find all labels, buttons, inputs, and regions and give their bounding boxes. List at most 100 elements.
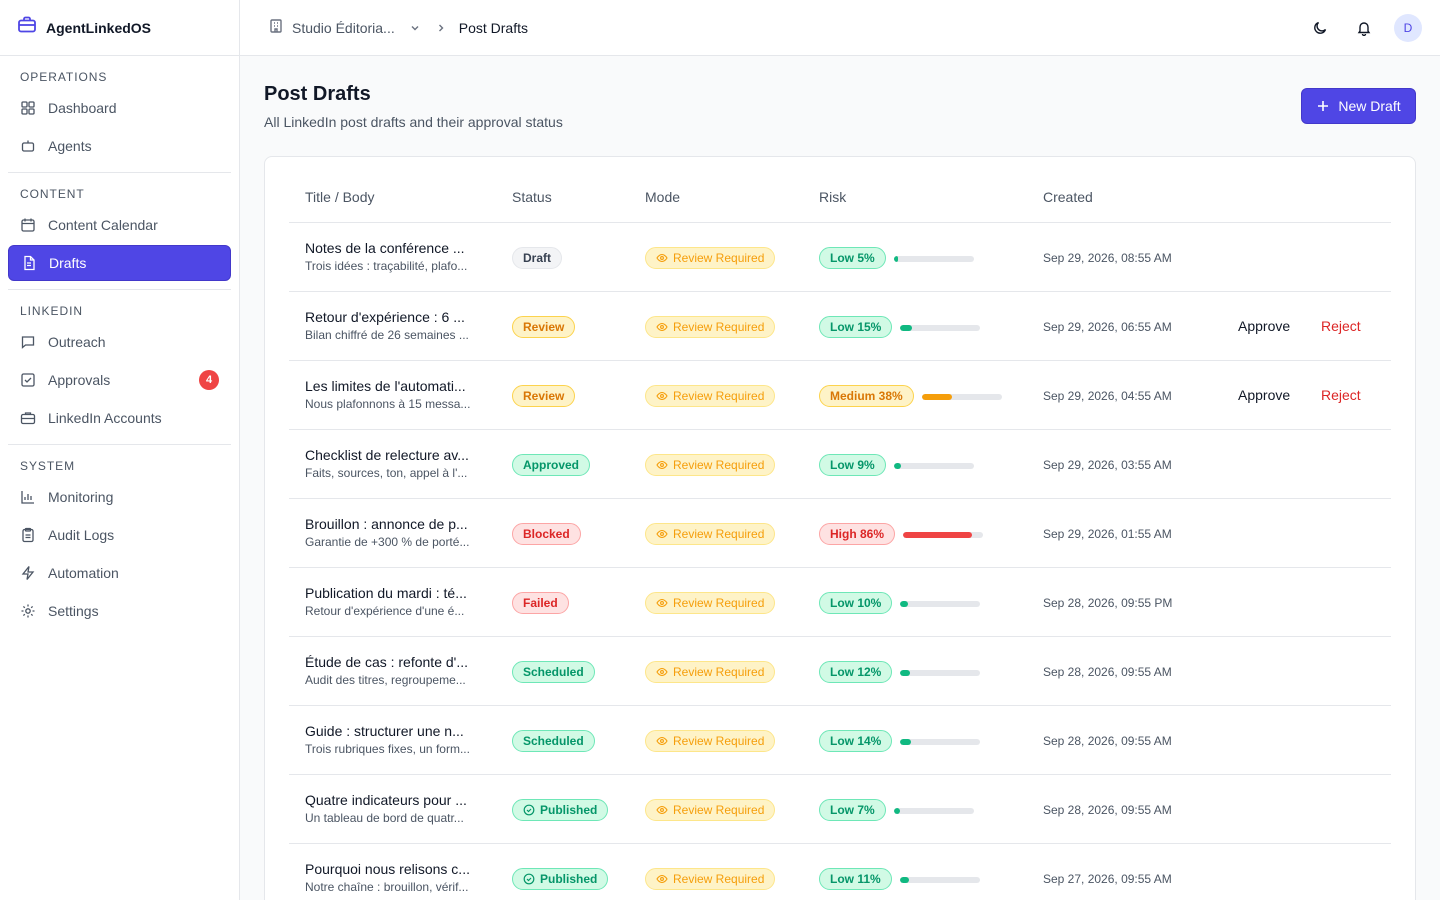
- draft-title-cell[interactable]: Publication du mardi : té... Retour d'ex…: [305, 585, 485, 618]
- draft-body-preview: Retour d'expérience d'une é...: [305, 604, 465, 618]
- sidebar-item-audit-logs[interactable]: Audit Logs: [8, 517, 231, 553]
- risk-meter: [900, 739, 980, 745]
- sidebar-item-settings[interactable]: Settings: [8, 593, 231, 629]
- status-label: Review: [523, 320, 565, 334]
- created-date: Sep 28, 2026, 09:55 PM: [1043, 596, 1173, 610]
- sidebar-item-label: LinkedIn Accounts: [48, 410, 162, 426]
- brand[interactable]: AgentLinkedOS: [0, 0, 239, 56]
- approve-button[interactable]: Approve: [1238, 387, 1291, 403]
- table-row[interactable]: Brouillon : annonce de p... Garantie de …: [289, 499, 1391, 568]
- sidebar-item-approvals[interactable]: Approvals 4: [8, 362, 231, 398]
- workspace-switcher[interactable]: Studio Éditoria...: [268, 18, 421, 37]
- mode-badge: Review Required: [645, 592, 776, 614]
- nav-section-heading: SYSTEM: [20, 459, 76, 473]
- column-header-mode: Mode: [645, 189, 681, 205]
- avatar[interactable]: D: [1394, 14, 1422, 42]
- mode-label: Review Required: [673, 320, 765, 334]
- draft-title-cell[interactable]: Checklist de relecture av... Faits, sour…: [305, 447, 485, 480]
- briefcase-icon: [20, 410, 36, 426]
- approve-button[interactable]: Approve: [1238, 318, 1291, 334]
- draft-title-cell[interactable]: Quatre indicateurs pour ... Un tableau d…: [305, 792, 485, 825]
- mode-badge: Review Required: [645, 316, 776, 338]
- app-name: AgentLinkedOS: [46, 19, 152, 36]
- bell-icon[interactable]: [1350, 14, 1378, 42]
- column-header-status: Status: [512, 189, 552, 205]
- risk-meter: [900, 601, 980, 607]
- status-label: Published: [540, 803, 598, 817]
- top-actions: D: [1306, 14, 1422, 42]
- status-label: Scheduled: [523, 665, 584, 679]
- draft-title: Notes de la conférence ...: [305, 240, 465, 256]
- sidebar-item-agents[interactable]: Agents: [8, 128, 231, 164]
- sidebar-item-linkedin-accounts[interactable]: LinkedIn Accounts: [8, 400, 231, 436]
- draft-title-cell[interactable]: Notes de la conférence ... Trois idées :…: [305, 240, 485, 273]
- draft-title-cell[interactable]: Brouillon : annonce de p... Garantie de …: [305, 516, 485, 549]
- sidebar-item-automation[interactable]: Automation: [8, 555, 231, 591]
- risk-badge: Low 14%: [819, 730, 893, 752]
- risk-meter-fill: [894, 463, 902, 469]
- reject-button[interactable]: Reject: [1321, 387, 1361, 403]
- column-header-created: Created: [1043, 189, 1093, 205]
- sidebar-item-label: Approvals: [48, 372, 111, 388]
- status-label: Draft: [523, 251, 552, 265]
- table-row[interactable]: Quatre indicateurs pour ... Un tableau d…: [289, 775, 1391, 844]
- eye-icon: [656, 459, 668, 471]
- moon-icon[interactable]: [1306, 14, 1334, 42]
- draft-title-cell[interactable]: Étude de cas : refonte d'... Audit des t…: [305, 654, 485, 687]
- nav-section: SYSTEM Monitoring Audit Logs Automation Sett…: [8, 445, 231, 637]
- sidebar-item-label: Outreach: [48, 334, 106, 350]
- mode-badge: Review Required: [645, 385, 776, 407]
- table-row[interactable]: Retour d'expérience : 6 ... Bilan chiffr…: [289, 292, 1391, 361]
- sidebar-item-label: Audit Logs: [48, 527, 115, 543]
- risk-meter: [894, 463, 974, 469]
- table-row[interactable]: Guide : structurer une n... Trois rubriq…: [289, 706, 1391, 775]
- draft-body-preview: Bilan chiffré de 26 semaines ...: [305, 328, 469, 342]
- draft-title-cell[interactable]: Pourquoi nous relisons c... Notre chaîne…: [305, 861, 485, 894]
- table-row[interactable]: Pourquoi nous relisons c... Notre chaîne…: [289, 844, 1391, 900]
- page-title: Post Drafts: [264, 83, 371, 105]
- risk-meter-fill: [894, 808, 900, 814]
- bolt-icon: [20, 565, 36, 581]
- risk-badge: Low 7%: [819, 799, 886, 821]
- draft-title-cell[interactable]: Guide : structurer une n... Trois rubriq…: [305, 723, 485, 756]
- table-row[interactable]: Publication du mardi : té... Retour d'ex…: [289, 568, 1391, 637]
- risk-meter-fill: [922, 394, 953, 400]
- bot-icon: [20, 138, 36, 154]
- reject-button[interactable]: Reject: [1321, 318, 1361, 334]
- draft-title-cell[interactable]: Les limites de l'automati... Nous plafon…: [305, 378, 485, 411]
- sidebar-item-content-calendar[interactable]: Content Calendar: [8, 207, 231, 243]
- table-row[interactable]: Les limites de l'automati... Nous plafon…: [289, 361, 1391, 430]
- table-header: Title / Body Status Mode Risk Created: [289, 157, 1391, 223]
- risk-meter-fill: [900, 670, 910, 676]
- risk-meter: [903, 532, 983, 538]
- table-row[interactable]: Checklist de relecture av... Faits, sour…: [289, 430, 1391, 499]
- draft-title: Brouillon : annonce de p...: [305, 516, 468, 532]
- sidebar-item-label: Agents: [48, 138, 92, 154]
- check-circle-icon: [523, 873, 535, 885]
- eye-icon: [656, 597, 668, 609]
- risk-badge: Medium 38%: [819, 385, 914, 407]
- nav-section: CONTENT Content Calendar Drafts: [8, 173, 231, 290]
- mode-label: Review Required: [673, 527, 765, 541]
- status-badge: Review: [512, 316, 576, 338]
- mode-label: Review Required: [673, 872, 765, 886]
- briefcase-logo-icon: [17, 15, 37, 40]
- sidebar-item-drafts[interactable]: Drafts: [8, 245, 231, 281]
- risk-meter: [900, 325, 980, 331]
- sidebar-item-dashboard[interactable]: Dashboard: [8, 90, 231, 126]
- new-draft-button[interactable]: New Draft: [1301, 88, 1416, 124]
- created-date: Sep 28, 2026, 09:55 AM: [1043, 665, 1172, 679]
- mode-label: Review Required: [673, 458, 765, 472]
- table-row[interactable]: Notes de la conférence ... Trois idées :…: [289, 223, 1391, 292]
- draft-title-cell[interactable]: Retour d'expérience : 6 ... Bilan chiffr…: [305, 309, 485, 342]
- sidebar-item-monitoring[interactable]: Monitoring: [8, 479, 231, 515]
- eye-icon: [656, 321, 668, 333]
- status-badge: Scheduled: [512, 730, 595, 752]
- risk-meter-fill: [903, 532, 972, 538]
- risk-badge: Low 12%: [819, 661, 893, 683]
- eye-icon: [656, 735, 668, 747]
- risk-meter: [922, 394, 1002, 400]
- table-row[interactable]: Étude de cas : refonte d'... Audit des t…: [289, 637, 1391, 706]
- check-square-icon: [20, 372, 36, 388]
- sidebar-item-outreach[interactable]: Outreach: [8, 324, 231, 360]
